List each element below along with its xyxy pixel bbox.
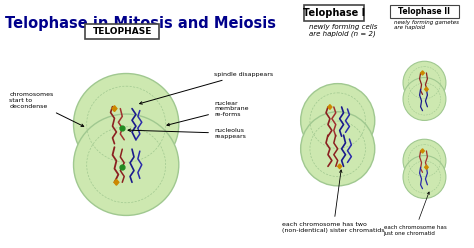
Text: Telophase II: Telophase II [399,7,450,16]
Ellipse shape [301,84,375,158]
Polygon shape [337,164,342,169]
Polygon shape [112,106,117,112]
Text: each chromosome has
just one chromatid: each chromosome has just one chromatid [383,192,447,236]
Ellipse shape [73,114,179,216]
Text: newly forming gametes
are haploid: newly forming gametes are haploid [394,20,459,31]
Ellipse shape [301,112,375,186]
Text: Telophase I: Telophase I [303,8,365,18]
FancyBboxPatch shape [303,5,364,21]
Polygon shape [114,179,119,185]
FancyBboxPatch shape [85,24,159,39]
Polygon shape [425,87,428,91]
Polygon shape [425,165,428,169]
Text: Telophase in Mitosis and Meiosis: Telophase in Mitosis and Meiosis [5,16,276,31]
Text: TELOPHASE: TELOPHASE [92,27,152,36]
Text: newly forming cells
are haploid (n = 2): newly forming cells are haploid (n = 2) [310,24,378,37]
Ellipse shape [403,78,446,121]
Ellipse shape [403,155,446,198]
Text: nuclear
membrane
re-forms: nuclear membrane re-forms [167,101,248,126]
FancyBboxPatch shape [391,5,458,18]
Ellipse shape [403,139,446,182]
Polygon shape [421,149,424,153]
Ellipse shape [403,61,446,104]
Text: chromosomes
start to
decondense: chromosomes start to decondense [9,92,84,126]
Polygon shape [328,105,332,109]
Text: each chromosome has two
(non-identical) sister chromatids: each chromosome has two (non-identical) … [282,170,384,233]
Polygon shape [421,71,424,75]
Text: spindle disappears: spindle disappears [140,72,273,104]
Ellipse shape [73,73,179,175]
Text: nucleolus
reappears: nucleolus reappears [128,128,246,139]
